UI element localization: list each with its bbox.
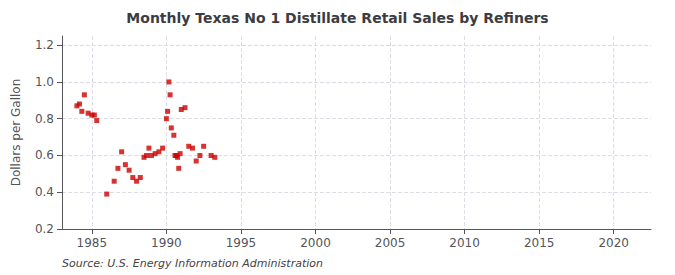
svg-text:0.8: 0.8 <box>35 112 54 126</box>
svg-text:Source: U.S. Energy Informatio: Source: U.S. Energy Information Administ… <box>62 257 323 270</box>
svg-text:1.0: 1.0 <box>35 75 54 89</box>
svg-text:Dollars per Gallon: Dollars per Gallon <box>9 79 23 187</box>
svg-text:2015: 2015 <box>524 236 555 250</box>
svg-text:1990: 1990 <box>151 236 182 250</box>
svg-text:0.2: 0.2 <box>35 222 54 236</box>
svg-text:0.4: 0.4 <box>35 185 54 199</box>
svg-text:1995: 1995 <box>226 236 257 250</box>
svg-text:0.6: 0.6 <box>35 148 54 162</box>
svg-text:Monthly Texas No 1 Distillate: Monthly Texas No 1 Distillate Retail Sal… <box>126 10 548 26</box>
svg-text:2010: 2010 <box>449 236 480 250</box>
svg-text:1985: 1985 <box>77 236 108 250</box>
svg-text:2020: 2020 <box>598 236 629 250</box>
svg-text:1.2: 1.2 <box>35 38 54 52</box>
svg-text:2000: 2000 <box>300 236 331 250</box>
svg-text:2005: 2005 <box>375 236 406 250</box>
